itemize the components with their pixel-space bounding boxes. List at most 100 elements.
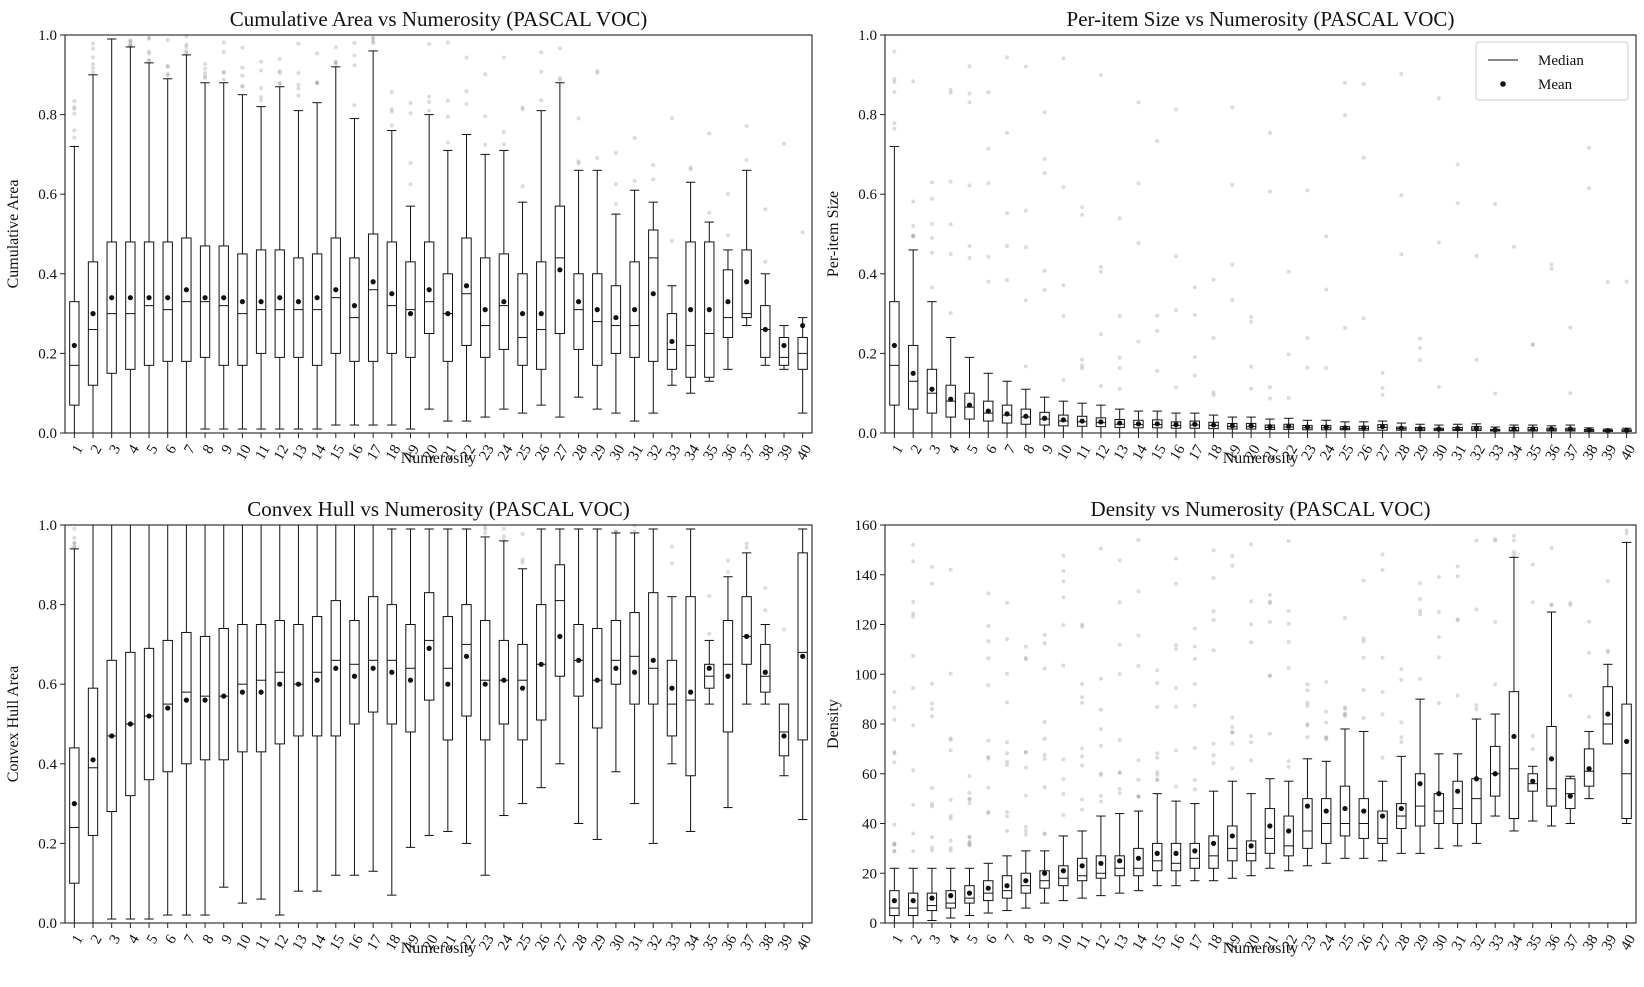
outlier-point xyxy=(1380,385,1385,390)
mean-point xyxy=(966,890,973,896)
x-tick-label: 15 xyxy=(327,442,348,463)
box-32 xyxy=(1471,538,1482,844)
outlier-point xyxy=(1286,759,1291,764)
outlier-point xyxy=(1155,313,1160,318)
outlier-point xyxy=(277,81,282,86)
outlier-point xyxy=(1474,253,1479,258)
outlier-point xyxy=(1380,568,1385,573)
outlier-point xyxy=(147,35,152,40)
outlier-point xyxy=(557,75,562,80)
outlier-point xyxy=(911,831,916,836)
mean-point xyxy=(1605,711,1611,717)
x-tick-label: 1 xyxy=(889,442,907,456)
box-17 xyxy=(367,524,379,872)
mean-point xyxy=(929,386,935,392)
outlier-point xyxy=(1324,735,1329,740)
outlier-point xyxy=(1249,599,1254,604)
box-35 xyxy=(704,131,715,382)
iqr-box xyxy=(237,253,248,366)
y-tick-label: 0.0 xyxy=(38,916,57,932)
x-tick-label: 26 xyxy=(532,932,554,953)
x-tick-label: 23 xyxy=(1299,442,1320,463)
outlier-point xyxy=(1042,641,1047,646)
box-12 xyxy=(1095,72,1107,434)
outlier-point xyxy=(1418,345,1423,350)
outlier-point xyxy=(1361,316,1366,321)
outlier-point xyxy=(1587,145,1592,150)
outlier-point xyxy=(1474,703,1479,708)
mean-point xyxy=(1173,422,1179,428)
outlier-point xyxy=(1117,791,1122,796)
outlier-point xyxy=(1080,807,1085,812)
outlier-point xyxy=(483,531,488,536)
box-14 xyxy=(1133,100,1144,434)
box-38 xyxy=(760,207,771,366)
outlier-point xyxy=(725,191,730,196)
box-35 xyxy=(1527,342,1538,434)
box-13 xyxy=(1114,216,1125,434)
iqr-box xyxy=(1227,825,1238,862)
outlier-point xyxy=(1042,752,1047,757)
box-14 xyxy=(311,51,323,430)
box-8 xyxy=(199,524,211,916)
box-7 xyxy=(181,524,192,916)
outlier-point xyxy=(1436,609,1441,614)
x-tick-label: 1 xyxy=(889,932,907,946)
box-16 xyxy=(349,524,360,876)
outlier-point xyxy=(1399,667,1404,672)
mean-point xyxy=(1417,426,1423,432)
outlier-point xyxy=(72,535,77,540)
box-31 xyxy=(629,136,640,422)
mean-point xyxy=(202,295,208,301)
box-31 xyxy=(1452,564,1463,847)
outlier-point xyxy=(1342,616,1347,621)
y-axis-label: Cumulative Area xyxy=(5,180,22,289)
x-tick-label: 21 xyxy=(439,932,460,953)
outlier-point xyxy=(929,196,934,201)
mean-point xyxy=(1567,793,1573,799)
x-tick-label: 33 xyxy=(663,932,684,953)
outlier-point xyxy=(1211,390,1216,395)
mean-point xyxy=(1455,426,1461,432)
x-tick-label: 1 xyxy=(69,932,87,946)
outlier-point xyxy=(892,841,897,846)
outlier-point xyxy=(929,565,934,570)
mean-point xyxy=(631,669,638,675)
outlier-point xyxy=(1436,634,1441,639)
x-tick-label: 13 xyxy=(1111,932,1132,953)
mean-point xyxy=(1173,850,1179,856)
outlier-point xyxy=(986,785,991,790)
chart-peritem: Per-item Size vs Numerosity (PASCAL VOC)… xyxy=(825,7,1639,467)
x-tick-label: 25 xyxy=(1336,442,1357,463)
outlier-point xyxy=(1174,385,1179,390)
outlier-point xyxy=(1418,336,1423,341)
outlier-point xyxy=(1249,364,1254,369)
mean-point xyxy=(781,342,787,349)
outlier-point xyxy=(1436,701,1441,706)
outlier-point xyxy=(1267,674,1272,679)
outlier-point xyxy=(184,49,189,54)
outlier-point xyxy=(911,614,916,619)
x-tick-label: 12 xyxy=(271,932,292,953)
outlier-point xyxy=(1493,619,1498,624)
box-34 xyxy=(1508,533,1520,832)
box-40 xyxy=(1621,279,1632,434)
outlier-point xyxy=(1549,262,1554,267)
outlier-point xyxy=(1568,602,1573,607)
outlier-point xyxy=(1455,693,1460,698)
box-38 xyxy=(1583,145,1595,434)
box-3 xyxy=(926,180,938,434)
outlier-point xyxy=(1005,828,1010,833)
outlier-point xyxy=(128,43,133,48)
outlier-point xyxy=(892,705,897,710)
x-tick-label: 12 xyxy=(1092,442,1113,463)
outlier-point xyxy=(967,790,972,795)
mean-point xyxy=(985,408,991,414)
outlier-point xyxy=(1249,622,1254,627)
mean-point xyxy=(1361,808,1367,814)
x-tick-label: 30 xyxy=(1430,932,1451,953)
mean-point xyxy=(650,291,656,297)
outlier-point xyxy=(967,801,972,806)
x-tick-label: 21 xyxy=(1261,442,1282,463)
mean-point xyxy=(1567,426,1573,432)
